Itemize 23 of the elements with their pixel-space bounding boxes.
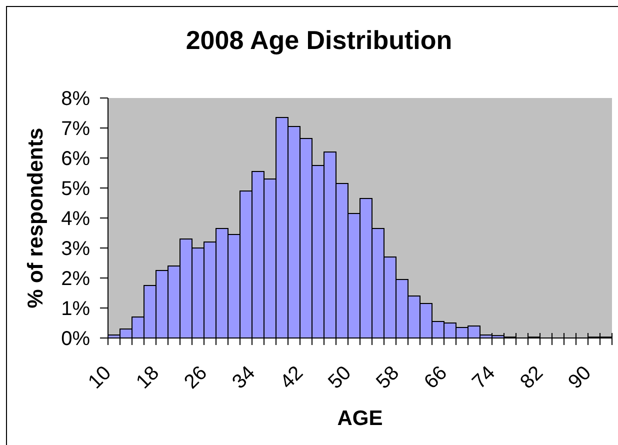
x-tick-label: 26 [180,362,212,394]
x-tick-label: 18 [132,362,164,394]
x-tick-label: 42 [276,362,308,394]
y-tick-label: 2% [61,268,90,290]
y-tick-label: 0% [61,328,90,350]
x-axis-title: AGE [337,407,383,430]
y-tick-label: 4% [61,208,90,230]
y-tick-label: 7% [61,118,90,140]
y-tick-label: 1% [61,298,90,320]
x-tick-label: 58 [372,362,404,394]
x-tick-label: 90 [564,362,596,394]
x-tick-label: 74 [468,362,500,394]
chart-title: 2008 Age Distribution [186,25,452,55]
y-tick-label: 8% [61,88,90,110]
x-tick-label: 50 [324,362,356,394]
y-tick-label: 3% [61,238,90,260]
y-axis-title: % of respondents [23,128,48,308]
x-tick-label: 66 [420,362,452,394]
x-tick-label: 34 [228,362,260,394]
x-tick-label: 10 [84,362,116,394]
y-tick-label: 5% [61,178,90,200]
y-tick-label: 6% [61,148,90,170]
x-tick-label: 82 [516,362,548,394]
